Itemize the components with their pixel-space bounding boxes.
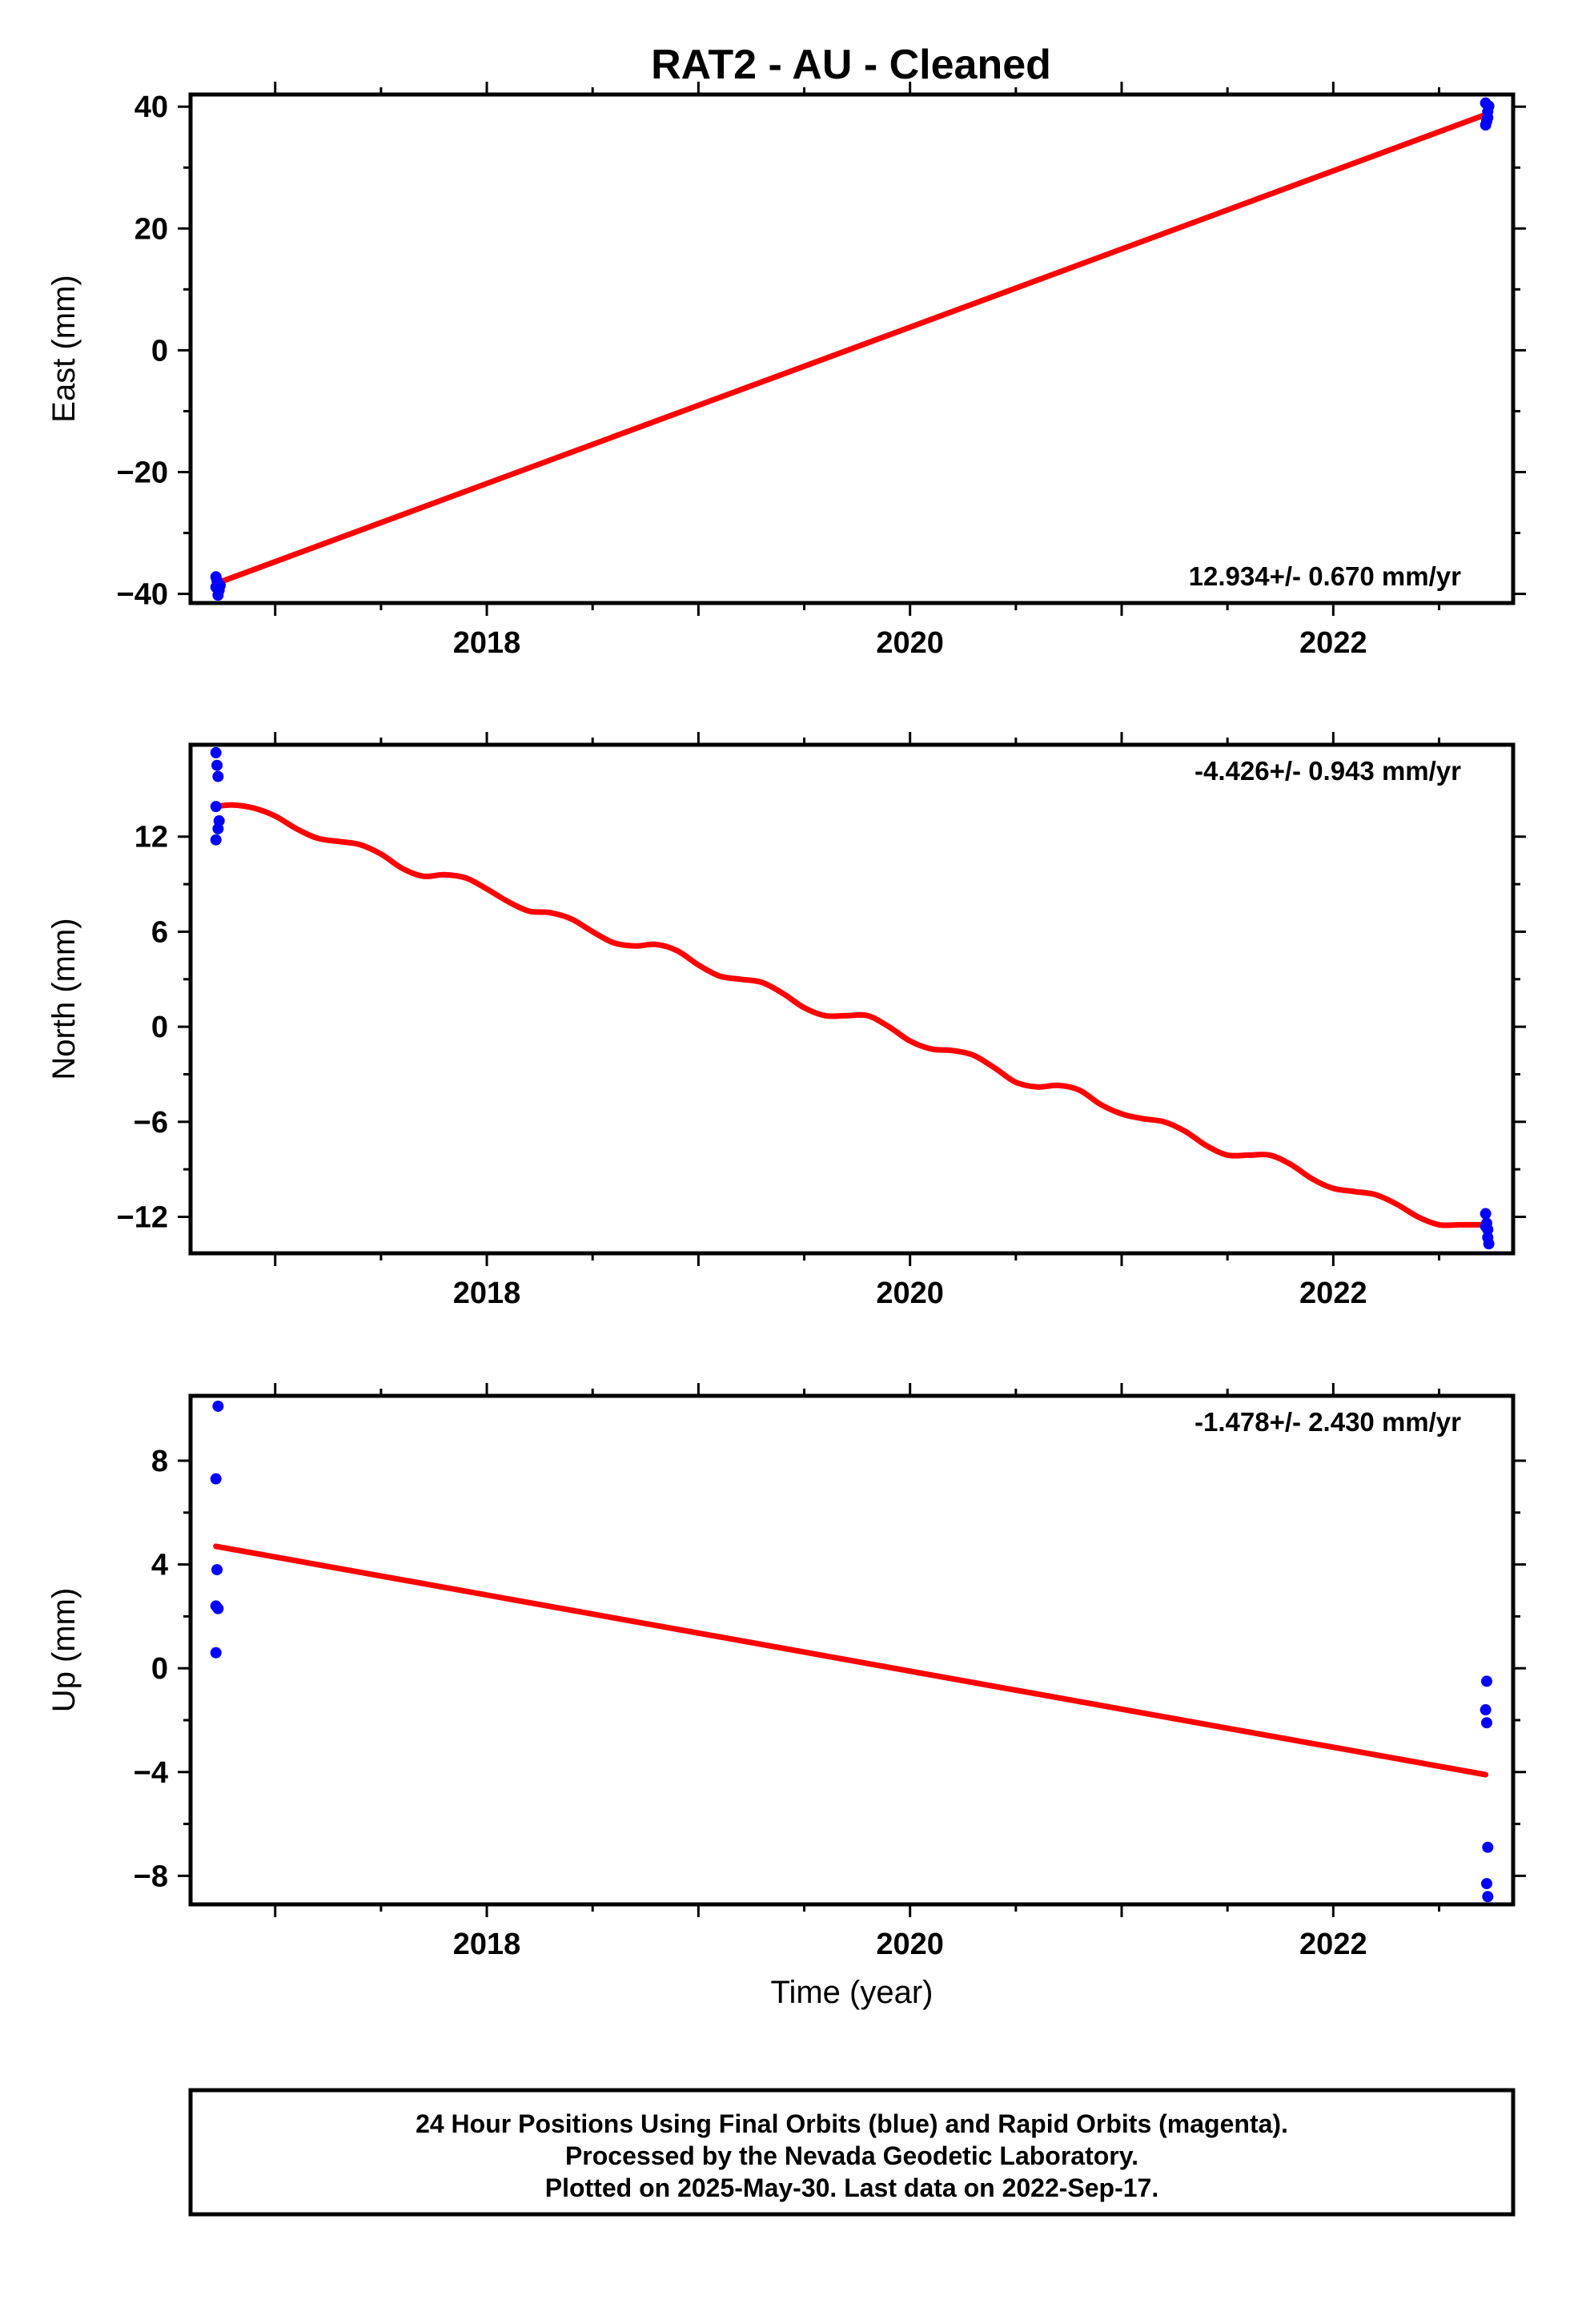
plot-frame	[188, 1393, 1516, 1907]
y-tick-label: −8	[134, 1860, 168, 1893]
panel-east: −40 −20 0 20 40 2018 2020 2022 East (mm) 12.934+/…	[46, 82, 1526, 660]
footer-box: 24 Hour Positions Using Final Orbits (bl…	[188, 2088, 1516, 2217]
x-tick-label: 2022	[1299, 1928, 1367, 1961]
footer-frame	[188, 2088, 1516, 2217]
plot-frame	[188, 742, 1516, 1256]
data-point	[212, 822, 224, 834]
rate-label: -1.478+/- 2.430 mm/yr	[1195, 1407, 1461, 1437]
y-tick-label: −4	[134, 1756, 168, 1790]
x-axis-label: Time (year)	[771, 1975, 934, 2010]
data-point	[1482, 1841, 1494, 1853]
fit-line	[213, 802, 1489, 1228]
data-point	[1480, 1208, 1492, 1220]
x-tick-label: 2020	[876, 626, 944, 660]
x-tick-label: 2018	[453, 1277, 521, 1310]
y-axis-label: North (mm)	[46, 918, 82, 1080]
data-point	[1482, 1891, 1494, 1903]
data-point	[1480, 1704, 1492, 1716]
data-point	[1480, 97, 1492, 109]
y-tick-label: 8	[151, 1445, 168, 1478]
y-tick-label: −40	[117, 578, 168, 612]
y-tick-label: 40	[135, 90, 168, 124]
x-tick-label: 2022	[1299, 626, 1367, 660]
y-tick-label: 20	[135, 212, 168, 246]
data-point	[1480, 1717, 1492, 1729]
y-tick-label: −6	[134, 1106, 168, 1140]
x-tick-label: 2022	[1299, 1277, 1367, 1310]
footer-line-2: Processed by the Nevada Geodetic Laborat…	[565, 2141, 1138, 2170]
y-tick-label: −12	[117, 1201, 168, 1235]
data-point	[210, 1647, 222, 1659]
footer-line-3: Plotted on 2025-May-30. Last data on 202…	[545, 2173, 1158, 2202]
fit-line	[213, 111, 1489, 587]
y-tick-label: −20	[117, 456, 168, 489]
data-point	[1480, 1878, 1492, 1890]
plot-frame	[188, 92, 1516, 605]
chart-title: RAT2 - AU - Cleaned	[651, 42, 1051, 88]
plot-area	[213, 1543, 1489, 1778]
data-point	[212, 1602, 224, 1614]
footer-line-1: 24 Hour Positions Using Final Orbits (bl…	[416, 2109, 1288, 2138]
rate-label: -4.426+/- 0.943 mm/yr	[1195, 756, 1461, 786]
data-point	[1480, 1675, 1492, 1687]
panel-north: −12 −6 0 6 12 2018 2020 2022 North (mm) -4.426+/-…	[46, 732, 1526, 1310]
y-tick-label: 0	[151, 334, 168, 368]
rate-label: 12.934+/- 0.670 mm/yr	[1189, 561, 1461, 591]
y-tick-label: 6	[151, 915, 168, 949]
x-tick-label: 2018	[453, 1928, 521, 1961]
data-point	[210, 746, 222, 758]
y-tick-label: 12	[135, 821, 168, 854]
data-point	[210, 834, 222, 846]
data-point	[212, 1400, 224, 1412]
x-tick-label: 2018	[453, 626, 521, 660]
data-point	[211, 759, 223, 771]
y-axis-label: East (mm)	[46, 275, 82, 422]
x-tick-label: 2020	[876, 1928, 944, 1961]
x-tick-label: 2020	[876, 1277, 944, 1310]
y-tick-label: 0	[151, 1011, 168, 1044]
plot-area	[213, 111, 1489, 587]
data-point	[210, 801, 222, 813]
data-point	[211, 1564, 223, 1576]
panel-up: −8 −4 0 4 8 2018 2020 2022 Up (mm) Time (year) -1.…	[46, 1383, 1526, 2010]
y-tick-label: 0	[151, 1652, 168, 1686]
y-axis-label: Up (mm)	[46, 1588, 82, 1713]
y-tick-label: 4	[151, 1549, 168, 1582]
data-point	[212, 770, 224, 782]
data-point	[215, 579, 227, 591]
fit-line	[213, 1543, 1489, 1778]
data-point	[212, 589, 224, 601]
plot-area	[213, 802, 1489, 1228]
data-point	[1480, 1220, 1492, 1232]
data-point	[1483, 1238, 1495, 1250]
data-point	[210, 1473, 222, 1485]
